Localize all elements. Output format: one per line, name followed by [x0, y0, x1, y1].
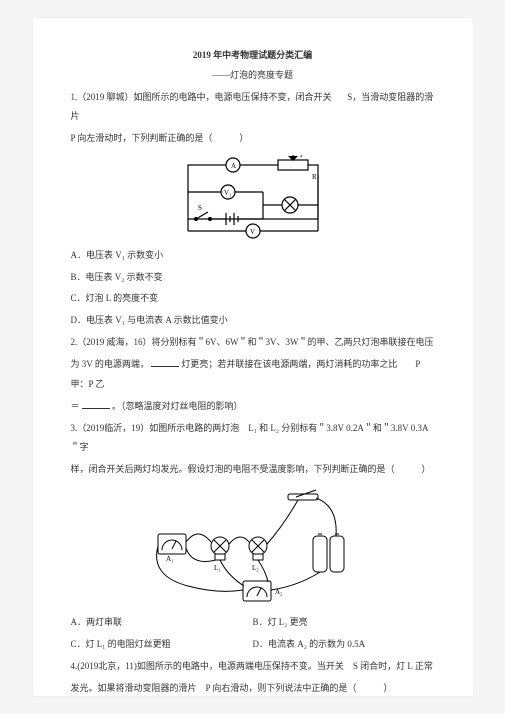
q3-stem-line2: 样，闭合开关后两灯均发光。假设灯泡的电阻不受温度影响，下列判断正确的是（ ） — [71, 460, 435, 480]
label-V1: V₁ — [224, 189, 232, 197]
label-V: V — [250, 228, 255, 236]
q2-stem-line3: ＝ 。（忽略温度对灯丝电阻的影响） — [71, 397, 435, 417]
q2-stem-line2: 为 3V 的电源两端， 灯更亮；若并联接在该电源两端，两灯消耗的功率之比 P 甲… — [71, 355, 435, 395]
experiment-diagram-icon: A₁ L₁ L₂ A₂ — [148, 486, 358, 606]
q1-stem: 1.（2019 聊城）如图所示的电路中，电源电压保持不变，闭合开关 S，当滑动变… — [71, 88, 435, 128]
q1-optD: D．电压表 V₁ 与电流表 A 示数比值变小 — [71, 310, 435, 332]
q3-optA: A．两灯串联 — [71, 612, 253, 634]
q2-d: ＝ — [71, 401, 80, 411]
page: 2019 年中考物理试题分类汇编 ——灯泡的亮度专题 1.（2019 聊城）如图… — [33, 18, 473, 696]
label-L2: L₂ — [252, 564, 259, 572]
blank-2 — [82, 399, 110, 409]
q1-optC: C．灯泡 L 的亮度不变 — [71, 288, 435, 310]
q1-stem-a: 1.（2019 聊城）如图所示的电路中，电源电压保持不变，闭合开关 — [71, 92, 332, 102]
label-A2: A₂ — [275, 588, 283, 596]
q1-optB: B．电压表 V₂ 示数不变 — [71, 267, 435, 289]
main-title: 2019 年中考物理试题分类汇编 — [71, 46, 435, 66]
sub-title: ——灯泡的亮度专题 — [71, 66, 435, 86]
q3-options: A．两灯串联 B．灯 L₂ 更亮 C．灯 L₁ 的电阻灯丝更粗 D．电流表 A₂… — [71, 612, 435, 655]
q3-optB: B．灯 L₂ 更亮 — [253, 612, 435, 634]
label-R: R — [312, 173, 317, 181]
q4-stem-line2: 发光。如果将滑动变阻器的滑片 P 向右滑动，则下列说法中正确的是（ ） — [71, 679, 435, 699]
q1-optA: A．电压表 V₁ 示数变小 — [71, 245, 435, 267]
label-L1: L₁ — [214, 564, 221, 572]
q2-b: 为 3V 的电源两端， — [71, 359, 149, 369]
q1-stem-line2: P 向左滑动时，下列判断正确的是（ ） — [71, 129, 435, 149]
circuit-diagram-icon: A P R V₁ S V — [178, 155, 328, 239]
label-A1: A₁ — [166, 555, 174, 563]
q3-optD: D．电流表 A₂ 的示数为 0.5A — [253, 634, 435, 656]
q3-stem-line1: 3.（2019临沂，19）如图所示电路的两灯泡 L₁ 和 L₂ 分别标有＂3.8… — [71, 419, 435, 459]
q1-options: A．电压表 V₁ 示数变小 B．电压表 V₂ 示数不变 C．灯泡 L 的亮度不变… — [71, 245, 435, 331]
q2-e: 。（忽略温度对灯丝电阻的影响） — [112, 401, 243, 411]
q3-optC: C．灯 L₁ 的电阻灯丝更粗 — [71, 634, 253, 656]
q1-figure: A P R V₁ S V — [71, 155, 435, 239]
q3-figure: A₁ L₁ L₂ A₂ — [71, 486, 435, 606]
q2-stem-line1: 2.（2019 威海，16）将分别标有＂6V、6W＂和＂3V、3W＂的甲、乙两只… — [71, 333, 435, 353]
q4-stem-line1: 4.(2019北京，11)如图所示的电路中，电源两端电压保持不变。当开关 S 闭… — [71, 657, 435, 677]
label-A: A — [231, 162, 236, 170]
label-S: S — [198, 204, 202, 212]
label-P: P — [300, 155, 304, 159]
blank-1 — [151, 357, 179, 367]
